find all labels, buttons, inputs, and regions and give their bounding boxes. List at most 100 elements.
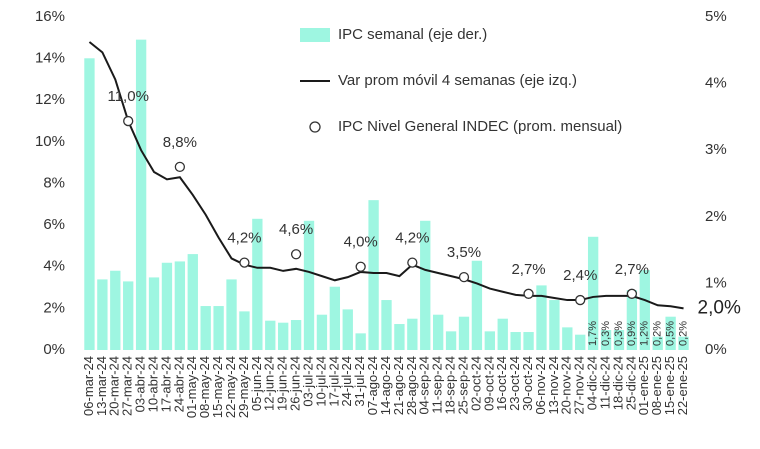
bar	[523, 332, 534, 350]
marker	[239, 257, 250, 268]
bar	[200, 306, 211, 350]
x-tick-label: 10-abr-24	[145, 356, 160, 412]
x-tick-label: 08-ene-25	[649, 356, 664, 415]
x-tick-label: 20-nov-24	[559, 356, 574, 415]
bar	[368, 200, 379, 350]
bar	[575, 334, 586, 350]
bar	[471, 260, 483, 350]
x-tick-label: 17-jul-24	[326, 356, 341, 407]
bar-value-label: 1,7%	[587, 321, 599, 346]
marker-value-label: 4,2%	[395, 230, 429, 247]
bar	[213, 306, 224, 350]
bar	[458, 316, 470, 350]
x-tick-label: 11-dic-24	[597, 356, 612, 409]
y-tick-label: 8%	[43, 174, 65, 191]
bar-value-label: 0,3%	[600, 321, 612, 346]
x-tick-label: 04-sep-24	[417, 356, 432, 415]
marker	[575, 294, 586, 306]
x-tick-label: 18-dic-24	[610, 356, 625, 410]
y2-tick-label: 3%	[705, 141, 727, 158]
y-tick-label: 14%	[35, 50, 65, 67]
y-tick-label: 10%	[35, 133, 65, 150]
x-tick-label: 09-oct-24	[481, 356, 496, 411]
bar	[303, 220, 315, 350]
bar	[187, 254, 198, 350]
bar-value-label: 1,2%	[639, 321, 651, 346]
bar	[626, 290, 638, 350]
x-tick-label: 24-abr-24	[171, 356, 186, 412]
x-tick-label: 22-may-24	[223, 356, 238, 418]
bar	[587, 236, 599, 350]
legend-label: Var prom móvil 4 semanas (eje izq.)	[338, 72, 577, 89]
y2-tick-label: 5%	[705, 8, 727, 25]
bar	[278, 322, 289, 350]
bar	[678, 336, 689, 350]
x-tick-label: 22-ene-25	[675, 356, 690, 415]
bar	[497, 318, 508, 350]
bar	[639, 270, 650, 350]
marker-value-label: 8,8%	[163, 134, 197, 151]
bar-value-label: 0,5%	[665, 321, 677, 346]
x-tick-label: 16-oct-24	[494, 356, 509, 411]
bar	[432, 314, 444, 350]
marker	[174, 161, 186, 173]
bar	[420, 220, 431, 350]
bar	[510, 332, 521, 350]
x-tick-label: 02-oct-24	[468, 356, 483, 411]
x-tick-label: 03-jul-24	[300, 356, 315, 407]
bar	[342, 309, 353, 350]
x-tick-label: 15-may-24	[210, 356, 225, 418]
marker-value-label: 11,0%	[107, 88, 148, 105]
marker-value-label: 4,0%	[344, 234, 378, 251]
y-tick-label: 12%	[35, 91, 65, 108]
x-tick-label: 07-ago-24	[365, 356, 380, 415]
y-tick-label: 6%	[43, 216, 65, 233]
x-tick-label: 06-mar-24	[81, 356, 96, 416]
x-tick-label: 13-mar-24	[94, 356, 109, 416]
bar	[613, 330, 625, 350]
marker-value-label: 3,5%	[447, 244, 481, 261]
y2-tick-label: 2%	[705, 208, 727, 225]
marker-value-label: 2,4%	[563, 267, 597, 284]
marker	[458, 272, 470, 283]
x-tick-label: 13-nov-24	[546, 356, 561, 415]
bar	[355, 333, 366, 350]
x-tick-label: 31-jul-24	[352, 356, 367, 407]
x-tick-label: 28-ago-24	[404, 356, 419, 415]
x-tick-label: 14-ago-24	[378, 356, 393, 415]
bar	[161, 262, 173, 350]
x-tick-label: 10-jul-24	[313, 356, 328, 407]
x-tick-label: 03-abr-24	[133, 356, 148, 412]
marker	[355, 261, 366, 272]
legend-swatch	[300, 28, 330, 42]
x-tick-label: 21-ago-24	[391, 356, 406, 415]
x-tick-label: 01-ene-25	[636, 356, 651, 415]
x-tick-label: 18-sep-24	[443, 356, 458, 415]
marker	[407, 257, 418, 268]
bar	[148, 277, 160, 350]
y2-tick-label: 4%	[705, 75, 727, 92]
bar	[562, 327, 573, 350]
x-tick-label: 24-jul-24	[339, 356, 354, 407]
bar	[110, 270, 121, 350]
y-tick-label: 2%	[43, 299, 65, 316]
legend-label: IPC semanal (eje der.)	[338, 26, 487, 43]
bar	[84, 58, 95, 351]
marker-value-label: 4,2%	[227, 230, 261, 247]
marker	[290, 249, 302, 260]
legend-label: IPC Nivel General INDEC (prom. mensual)	[338, 118, 622, 135]
marker	[626, 288, 638, 299]
bar-value-label: 0,2%	[677, 321, 689, 346]
bar	[381, 300, 392, 350]
x-tick-label: 30-oct-24	[520, 356, 535, 411]
legend-swatch	[309, 121, 321, 133]
x-tick-label: 29-may-24	[236, 356, 251, 418]
x-tick-label: 05-jun-24	[249, 356, 264, 411]
bar	[394, 324, 405, 350]
x-tick-label: 11-sep-24	[430, 356, 445, 414]
y-tick-label: 0%	[43, 341, 65, 358]
bar	[652, 336, 663, 350]
x-tick-label: 25-sep-24	[455, 356, 470, 415]
bar	[135, 39, 147, 350]
